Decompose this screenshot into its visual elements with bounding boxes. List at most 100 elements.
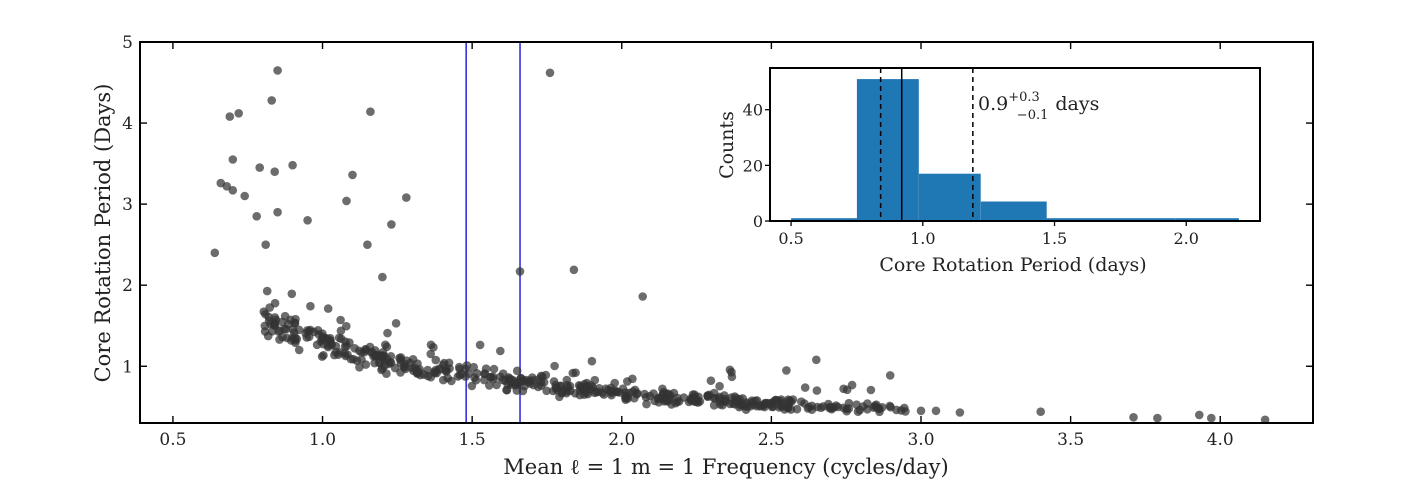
scatter-point (673, 393, 682, 403)
scatter-point (1195, 410, 1204, 420)
scatter-point (542, 386, 551, 396)
scatter-point (234, 109, 243, 118)
scatter-point (718, 400, 727, 410)
main-x-tick-label: 3.5 (1057, 430, 1084, 450)
inset-x-tick-label: 2.0 (1174, 229, 1199, 248)
scatter-point (833, 402, 843, 412)
scatter-point (429, 343, 438, 352)
annotation-unit: days (1055, 93, 1099, 115)
scatter-point (800, 383, 810, 392)
scatter-point (391, 319, 401, 328)
inset-y-tick-label: 20 (743, 156, 763, 175)
scatter-point (743, 399, 752, 409)
scatter-point (803, 404, 813, 413)
scatter-point (495, 372, 505, 382)
scatter-point (715, 381, 724, 391)
scatter-point (654, 394, 663, 403)
scatter-point (284, 319, 293, 329)
scatter-point (586, 385, 595, 394)
scatter-point (615, 388, 624, 397)
main-y-tick-label: 3 (122, 195, 133, 215)
scatter-point (587, 356, 597, 366)
scatter-point (396, 368, 405, 377)
scatter-point (413, 359, 422, 369)
inset-plot-frame (769, 67, 1261, 222)
scatter-point (439, 375, 448, 385)
scatter-point (342, 341, 351, 351)
scatter-point (839, 384, 848, 394)
scatter-point (715, 392, 724, 402)
inset-y-axis-label: Counts (716, 111, 738, 179)
scatter-point (760, 398, 770, 408)
scatter-point (574, 381, 584, 390)
scatter-point (641, 393, 651, 402)
scatter-point (630, 385, 640, 395)
scatter-point (852, 400, 861, 410)
scatter-point (772, 396, 782, 405)
scatter-point (323, 304, 333, 313)
scatter-point (334, 333, 344, 343)
scatter-point (396, 353, 406, 362)
scatter-point (275, 326, 285, 335)
scatter-point (638, 292, 647, 301)
scatter-point (471, 375, 481, 385)
scatter-point (847, 380, 857, 390)
median-annotation: 0.9+0.3 −0.1 days (978, 90, 1099, 123)
scatter-point (590, 375, 600, 385)
scatter-point (430, 367, 439, 377)
scatter-point (262, 286, 272, 296)
scatter-point (512, 366, 522, 376)
scatter-point (569, 265, 579, 275)
inset-y-tick-label: 0 (753, 212, 763, 231)
main-x-tick-label: 1.0 (309, 430, 336, 450)
scatter-point (414, 367, 423, 376)
scatter-point (812, 386, 822, 395)
scatter-point (379, 356, 389, 365)
scatter-point (267, 96, 277, 105)
scatter-point (255, 163, 264, 172)
scatter-point (270, 167, 280, 176)
main-y-tick-label: 1 (122, 357, 133, 377)
scatter-point (336, 326, 346, 336)
scatter-point (290, 318, 300, 328)
scatter-point (659, 387, 669, 397)
scatter-point (931, 406, 941, 416)
scatter-point (693, 396, 702, 405)
scatter-point (377, 365, 386, 375)
scatter-point (812, 355, 821, 365)
scatter-point (280, 311, 290, 321)
scatter-point (885, 371, 895, 380)
scatter-point (341, 351, 350, 361)
scatter-point (303, 216, 312, 225)
scatter-point (489, 364, 499, 374)
scatter-point (270, 298, 280, 308)
scatter-point (550, 361, 559, 371)
scatter-point (536, 381, 546, 390)
scatter-point (496, 346, 505, 356)
main-x-tick-label: 1.5 (459, 430, 486, 450)
scatter-point (289, 328, 299, 337)
histogram-bar (791, 218, 857, 221)
scatter-point (336, 315, 345, 325)
scatter-point (441, 367, 451, 376)
scatter-point (797, 397, 806, 407)
scatter-point (1207, 413, 1216, 423)
scatter-point (402, 193, 411, 202)
main-y-tick-label: 4 (122, 114, 133, 134)
inset-x-tick-label: 1.0 (910, 229, 935, 248)
scatter-point (273, 207, 282, 217)
scatter-point (350, 344, 360, 353)
inset-x-tick-label: 1.5 (1042, 229, 1067, 248)
main-x-axis-label: Mean ℓ = 1 m = 1 Frequency (cycles/day) (503, 455, 948, 479)
scatter-point (269, 320, 279, 330)
histogram-bar (980, 201, 1047, 221)
inset-histogram-panel: 0.5 1.0 1.5 2.0 0 20 40 Core Rotation Period … (716, 67, 1261, 276)
scatter-point (515, 267, 525, 276)
scatter-point (783, 403, 792, 413)
scatter-point (261, 240, 271, 249)
scatter-point (551, 383, 561, 393)
scatter-point (378, 272, 387, 282)
scatter-point (480, 369, 489, 379)
main-plot-frame (139, 41, 1314, 424)
main-x-tick-label: 2.0 (608, 430, 635, 450)
